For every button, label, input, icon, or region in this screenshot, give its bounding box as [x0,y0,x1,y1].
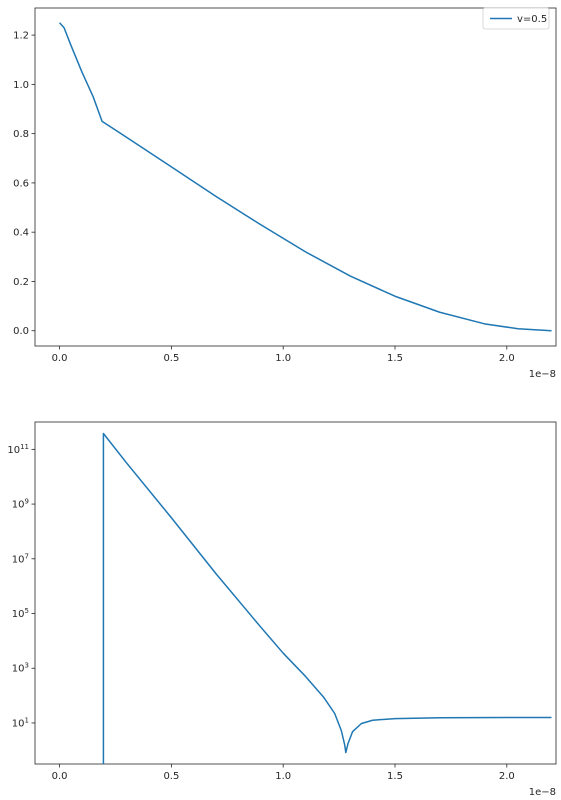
x-tick-label: 1.0 [275,771,291,782]
x-tick-label: 2.0 [499,353,515,364]
x-tick-label: 0.5 [163,353,179,364]
y-tick-label: 105 [12,607,29,620]
legend-label: v=0.5 [517,14,547,25]
bottom-chart: 0.0 0.5 1.0 1.5 2.0 101 103 105 107 109 1011 1e−8 [7,421,557,798]
bottom-chart-y-axis: 101 103 105 107 109 1011 [7,443,35,729]
y-tick-label: 101 [12,716,29,729]
y-tick-label: 1011 [7,443,29,456]
y-tick-label: 1.0 [13,80,29,91]
top-chart-x-offset-label: 1e−8 [529,369,556,380]
y-tick-label: 0.0 [13,326,29,337]
top-chart: 0.0 0.5 1.0 1.5 2.0 0.0 0.2 0.4 0.6 0.8 1.0 1.2 1e… [13,7,557,380]
series-line [102,432,552,764]
x-tick-label: 0.0 [52,353,68,364]
x-tick-label: 1.5 [387,353,403,364]
y-tick-label: 0.8 [13,129,29,140]
y-tick-label: 107 [12,552,29,565]
x-tick-label: 0.5 [163,771,179,782]
y-tick-label: 109 [12,498,29,511]
top-chart-x-axis: 0.0 0.5 1.0 1.5 2.0 [52,346,515,364]
x-tick-label: 1.0 [275,353,291,364]
bottom-chart-series [102,432,552,764]
y-tick-label: 0.2 [13,277,29,288]
y-tick-label: 103 [12,662,29,675]
x-tick-label: 1.5 [387,771,403,782]
top-chart-y-axis: 0.0 0.2 0.4 0.6 0.8 1.0 1.2 [13,31,35,337]
x-tick-label: 0.0 [52,771,68,782]
top-chart-frame [34,7,557,347]
bottom-chart-x-offset-label: 1e−8 [529,787,556,798]
x-tick-label: 2.0 [499,771,515,782]
top-chart-series [59,22,552,332]
y-tick-label: 0.6 [13,178,29,189]
legend-box [482,7,550,30]
series-line [59,22,552,332]
bottom-chart-x-axis: 0.0 0.5 1.0 1.5 2.0 [52,764,515,782]
y-tick-label: 0.4 [13,228,29,239]
y-tick-label: 1.2 [13,31,29,42]
bottom-chart-frame [34,421,557,765]
legend: v=0.5 [482,7,550,30]
